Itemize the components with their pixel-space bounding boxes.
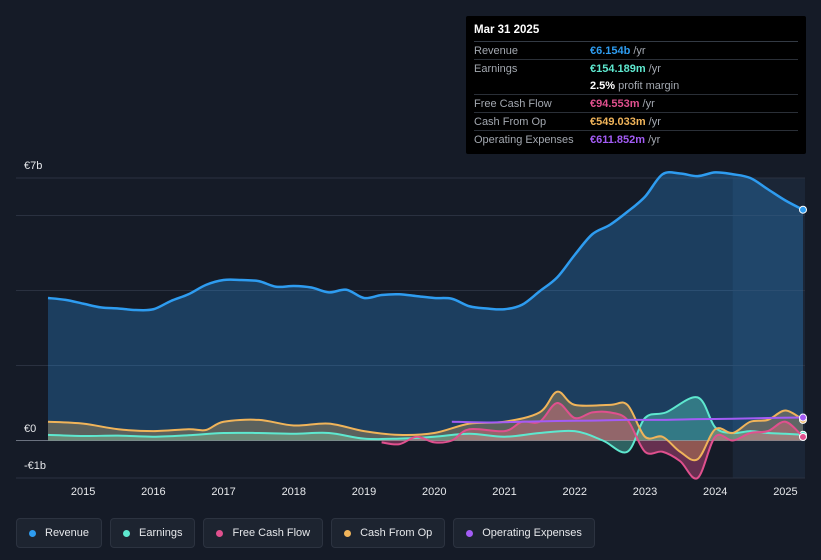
area-revenue	[48, 172, 803, 441]
tooltip-row-earnings: Earnings €154.189m /yr	[474, 60, 798, 77]
tooltip-label: Free Cash Flow	[474, 97, 552, 110]
legend-label: Earnings	[139, 527, 183, 539]
legend-item-operating-expenses[interactable]: Operating Expenses	[453, 518, 595, 548]
legend-dot-icon	[123, 529, 131, 537]
x-tick-label: 2017	[211, 486, 235, 498]
legend-label: Revenue	[45, 527, 90, 539]
x-tick-label: 2025	[773, 486, 797, 498]
tooltip-unit: /yr	[648, 62, 661, 75]
x-tick-label: 2022	[563, 486, 587, 498]
series-end-point-operating-expenses	[799, 413, 807, 422]
tooltip-unit: /yr	[648, 133, 661, 146]
legend-label: Operating Expenses	[482, 527, 582, 539]
x-tick-label: 2023	[633, 486, 657, 498]
x-tick-label: 2024	[703, 486, 727, 498]
tooltip-unit: /yr	[648, 115, 661, 128]
legend-dot-icon	[216, 529, 224, 537]
legend-dot-icon	[466, 529, 474, 537]
legend-label: Cash From Op	[360, 527, 433, 539]
tooltip-row-free-cash-flow: Free Cash Flow €94.553m /yr	[474, 95, 798, 113]
tooltip-value: €549.033m	[590, 115, 646, 128]
x-tick-label: 2015	[71, 486, 95, 498]
legend-item-cash-from-op[interactable]: Cash From Op	[331, 518, 446, 548]
area-earnings	[48, 397, 803, 453]
tooltip-value: €611.852m	[590, 133, 646, 146]
chart-legend: Revenue Earnings Free Cash Flow Cash Fro…	[16, 518, 595, 548]
tooltip-unit: /yr	[642, 97, 655, 110]
tooltip-row-operating-expenses: Operating Expenses €611.852m /yr	[474, 131, 798, 148]
series-end-point-free-cash-flow	[799, 432, 807, 441]
tooltip-label: Earnings	[474, 62, 518, 75]
tooltip-label: Operating Expenses	[474, 133, 574, 146]
legend-label: Free Cash Flow	[232, 527, 311, 539]
x-tick-label: 2019	[352, 486, 376, 498]
y-tick-label-bottom: -€1b	[24, 460, 47, 472]
tooltip-value: €94.553m	[590, 97, 640, 110]
series-line-revenue	[47, 170, 804, 312]
y-tick-label-zero: €0	[24, 423, 37, 435]
tooltip-date: Mar 31 2025	[474, 23, 798, 42]
x-tick-label: 2021	[492, 486, 516, 498]
tooltip-unit: profit margin	[618, 79, 680, 92]
series-end-point-revenue	[799, 205, 807, 214]
tooltip-value: €154.189m	[590, 62, 646, 75]
tooltip-panel: Mar 31 2025 Revenue €6.154b /yr Earnings…	[466, 16, 806, 154]
series-line-free-cash-flow	[381, 402, 804, 480]
tooltip-row-cash-from-op: Cash From Op €549.033m /yr	[474, 113, 798, 131]
legend-item-revenue[interactable]: Revenue	[16, 518, 103, 548]
tooltip-row-revenue: Revenue €6.154b /yr	[474, 42, 798, 60]
y-tick-label-top: €7b	[24, 160, 43, 172]
legend-item-earnings[interactable]: Earnings	[110, 518, 196, 548]
tooltip-value: 2.5%	[590, 79, 616, 92]
x-tick-label: 2020	[422, 486, 446, 498]
forecast-region	[732, 178, 805, 478]
tooltip-label: Revenue	[474, 44, 519, 57]
tooltip-unit: /yr	[633, 44, 646, 57]
series-line-operating-expenses	[451, 416, 804, 424]
legend-item-free-cash-flow[interactable]: Free Cash Flow	[203, 518, 324, 548]
tooltip-value: €6.154b	[590, 44, 631, 57]
tooltip-row-profit-margin: 2.5% profit margin	[474, 77, 798, 95]
x-tick-label: 2018	[282, 486, 306, 498]
legend-dot-icon	[344, 529, 352, 537]
legend-dot-icon	[29, 529, 36, 537]
tooltip-label: Cash From Op	[474, 115, 547, 128]
x-tick-label: 2016	[141, 486, 165, 498]
area-cash-from-op	[48, 391, 803, 461]
series-line-cash-from-op	[47, 390, 804, 462]
